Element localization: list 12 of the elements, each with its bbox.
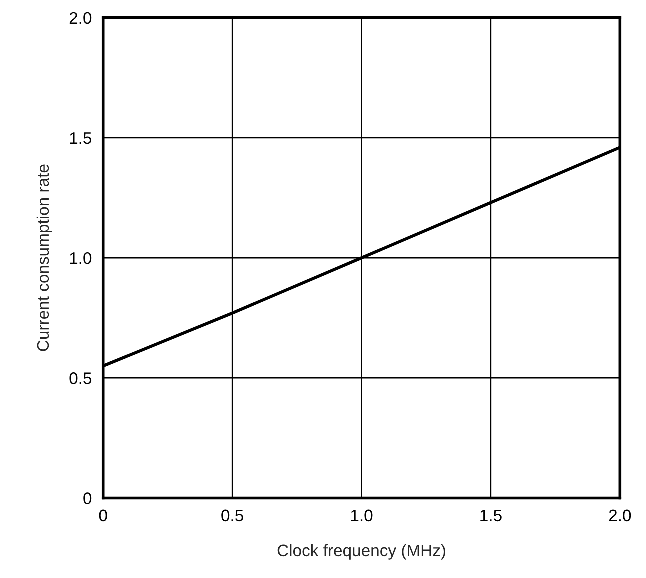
x-tick-label: 1.5 (480, 510, 502, 522)
x-tick-label: 2.0 (609, 510, 632, 522)
x-tick-label: 1.0 (351, 510, 373, 522)
x-tick-label: 0.5 (222, 510, 244, 522)
y-axis-title: Current consumption rate (36, 164, 52, 352)
y-tick-label: 2.0 (70, 12, 92, 24)
x-axis-title: Clock frequency (MHz) (278, 544, 446, 560)
y-tick-label: 1.5 (70, 132, 92, 144)
y-tick-label: 0 (84, 492, 92, 504)
y-tick-label: 1.0 (70, 252, 92, 264)
x-tick-label: 0 (99, 510, 108, 522)
y-tick-label: 0.5 (70, 372, 92, 384)
